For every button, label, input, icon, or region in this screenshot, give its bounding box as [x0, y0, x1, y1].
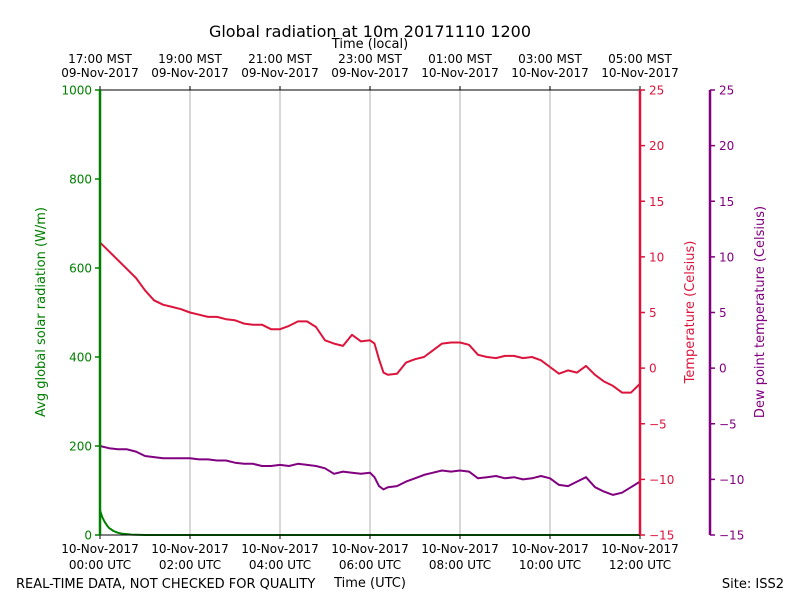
x-tick-label-top-time: 03:00 MST: [518, 52, 582, 66]
x-tick-label-bottom-date: 10-Nov-2017: [241, 542, 319, 556]
x-tick-label-bottom-date: 10-Nov-2017: [151, 542, 229, 556]
x-tick-label-bottom-time: 06:00 UTC: [339, 558, 401, 572]
radiation-y-tick-label: 800: [69, 173, 92, 187]
x-tick-label-top-date: 09-Nov-2017: [331, 66, 409, 80]
x-tick-label-bottom-date: 10-Nov-2017: [61, 542, 139, 556]
x-tick-label-top-time: 01:00 MST: [428, 52, 492, 66]
x-tick-label-bottom-time: 12:00 UTC: [609, 558, 671, 572]
temperature-y-tick-label: 10: [649, 250, 664, 264]
dewpoint-y-tick-label: 20: [719, 139, 734, 153]
dewpoint-y-tick-label: 10: [719, 250, 734, 264]
x-tick-label-top-time: 17:00 MST: [68, 52, 132, 66]
radiation-y-tick-label: 400: [69, 351, 92, 365]
x-tick-label-bottom-time: 00:00 UTC: [69, 558, 131, 572]
temperature-axis-label: Temperature (Celsius): [683, 241, 698, 385]
temperature-y-tick-label: 15: [649, 195, 664, 209]
x-tick-label-bottom-date: 10-Nov-2017: [511, 542, 589, 556]
temperature-y-tick-label: 25: [649, 84, 664, 98]
radiation-y-tick-label: 1000: [61, 84, 92, 98]
temperature-y-tick-label: 0: [649, 362, 657, 376]
x-tick-label-bottom-time: 10:00 UTC: [519, 558, 581, 572]
x-tick-label-bottom-date: 10-Nov-2017: [601, 542, 679, 556]
x-tick-label-top-time: 19:00 MST: [158, 52, 222, 66]
temperature-y-tick-label: 5: [649, 306, 657, 320]
x-tick-label-top-time: 05:00 MST: [608, 52, 672, 66]
series-line-temperature: [99, 241, 641, 394]
x-tick-label-top-date: 09-Nov-2017: [241, 66, 319, 80]
dewpoint-y-tick-label: 15: [719, 195, 734, 209]
temperature-y-tick-label: −5: [649, 417, 667, 431]
radiation-y-tick-label: 600: [69, 262, 92, 276]
x-tick-label-top-date: 09-Nov-2017: [61, 66, 139, 80]
x-axis-label: Time (UTC): [333, 576, 406, 591]
dewpoint-y-tick-label: −10: [719, 473, 744, 487]
x-tick-label-top-time: 23:00 MST: [338, 52, 402, 66]
x-tick-label-bottom-time: 02:00 UTC: [159, 558, 221, 572]
x-tick-label-bottom-time: 08:00 UTC: [429, 558, 491, 572]
dewpoint-y-tick-label: 0: [719, 362, 727, 376]
top-axis-label: Time (local): [331, 37, 408, 52]
x-tick-label-top-date: 09-Nov-2017: [151, 66, 229, 80]
temperature-y-tick-label: −15: [649, 529, 674, 543]
temperature-y-tick-label: −10: [649, 473, 674, 487]
radiation-y-tick-label: 200: [69, 440, 92, 454]
x-tick-label-bottom-date: 10-Nov-2017: [421, 542, 499, 556]
x-tick-label-bottom-date: 10-Nov-2017: [331, 542, 409, 556]
x-tick-label-top-time: 21:00 MST: [248, 52, 312, 66]
dewpoint-y-tick-label: 25: [719, 84, 734, 98]
radiation-axis-label: Avg global solar radiation (W/m): [34, 207, 49, 417]
x-tick-label-top-date: 10-Nov-2017: [421, 66, 499, 80]
dewpoint-axis-label: Dew point temperature (Celsius): [753, 206, 768, 418]
radiation-y-tick-label: 0: [84, 529, 92, 543]
series-line-dewpoint: [99, 445, 641, 496]
temperature-y-tick-label: 20: [649, 139, 664, 153]
quality-disclaimer: REAL-TIME DATA, NOT CHECKED FOR QUALITY: [16, 577, 315, 592]
x-tick-label-top-date: 10-Nov-2017: [511, 66, 589, 80]
chart-title: Global radiation at 10m 20171110 1200: [209, 22, 531, 41]
dewpoint-y-tick-label: 5: [719, 306, 727, 320]
dewpoint-y-tick-label: −5: [719, 417, 737, 431]
site-label: Site: ISS2: [722, 577, 784, 592]
x-tick-label-top-date: 10-Nov-2017: [601, 66, 679, 80]
x-tick-label-bottom-time: 04:00 UTC: [249, 558, 311, 572]
dewpoint-y-tick-label: −15: [719, 529, 744, 543]
